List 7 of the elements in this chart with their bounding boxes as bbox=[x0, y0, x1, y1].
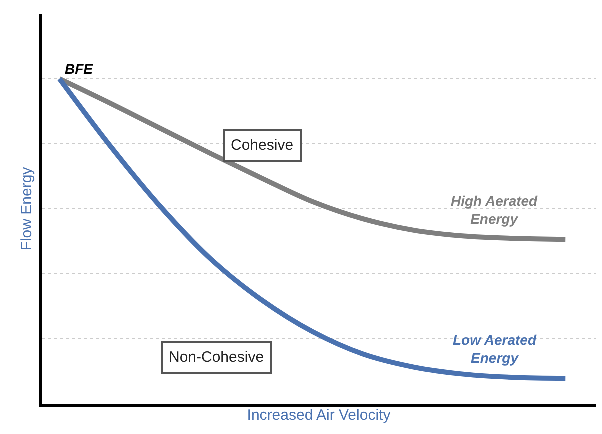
x-axis-title: Increased Air Velocity bbox=[247, 407, 392, 424]
annotation: Low Aerated Energy bbox=[453, 332, 537, 366]
text: BFE bbox=[65, 61, 94, 77]
annotation: High Aerated Energy bbox=[451, 193, 538, 228]
series-label: Cohesive bbox=[231, 137, 294, 154]
text: Non-Cohesive bbox=[169, 349, 264, 366]
y-axis-title: Flow Energy bbox=[18, 166, 36, 251]
